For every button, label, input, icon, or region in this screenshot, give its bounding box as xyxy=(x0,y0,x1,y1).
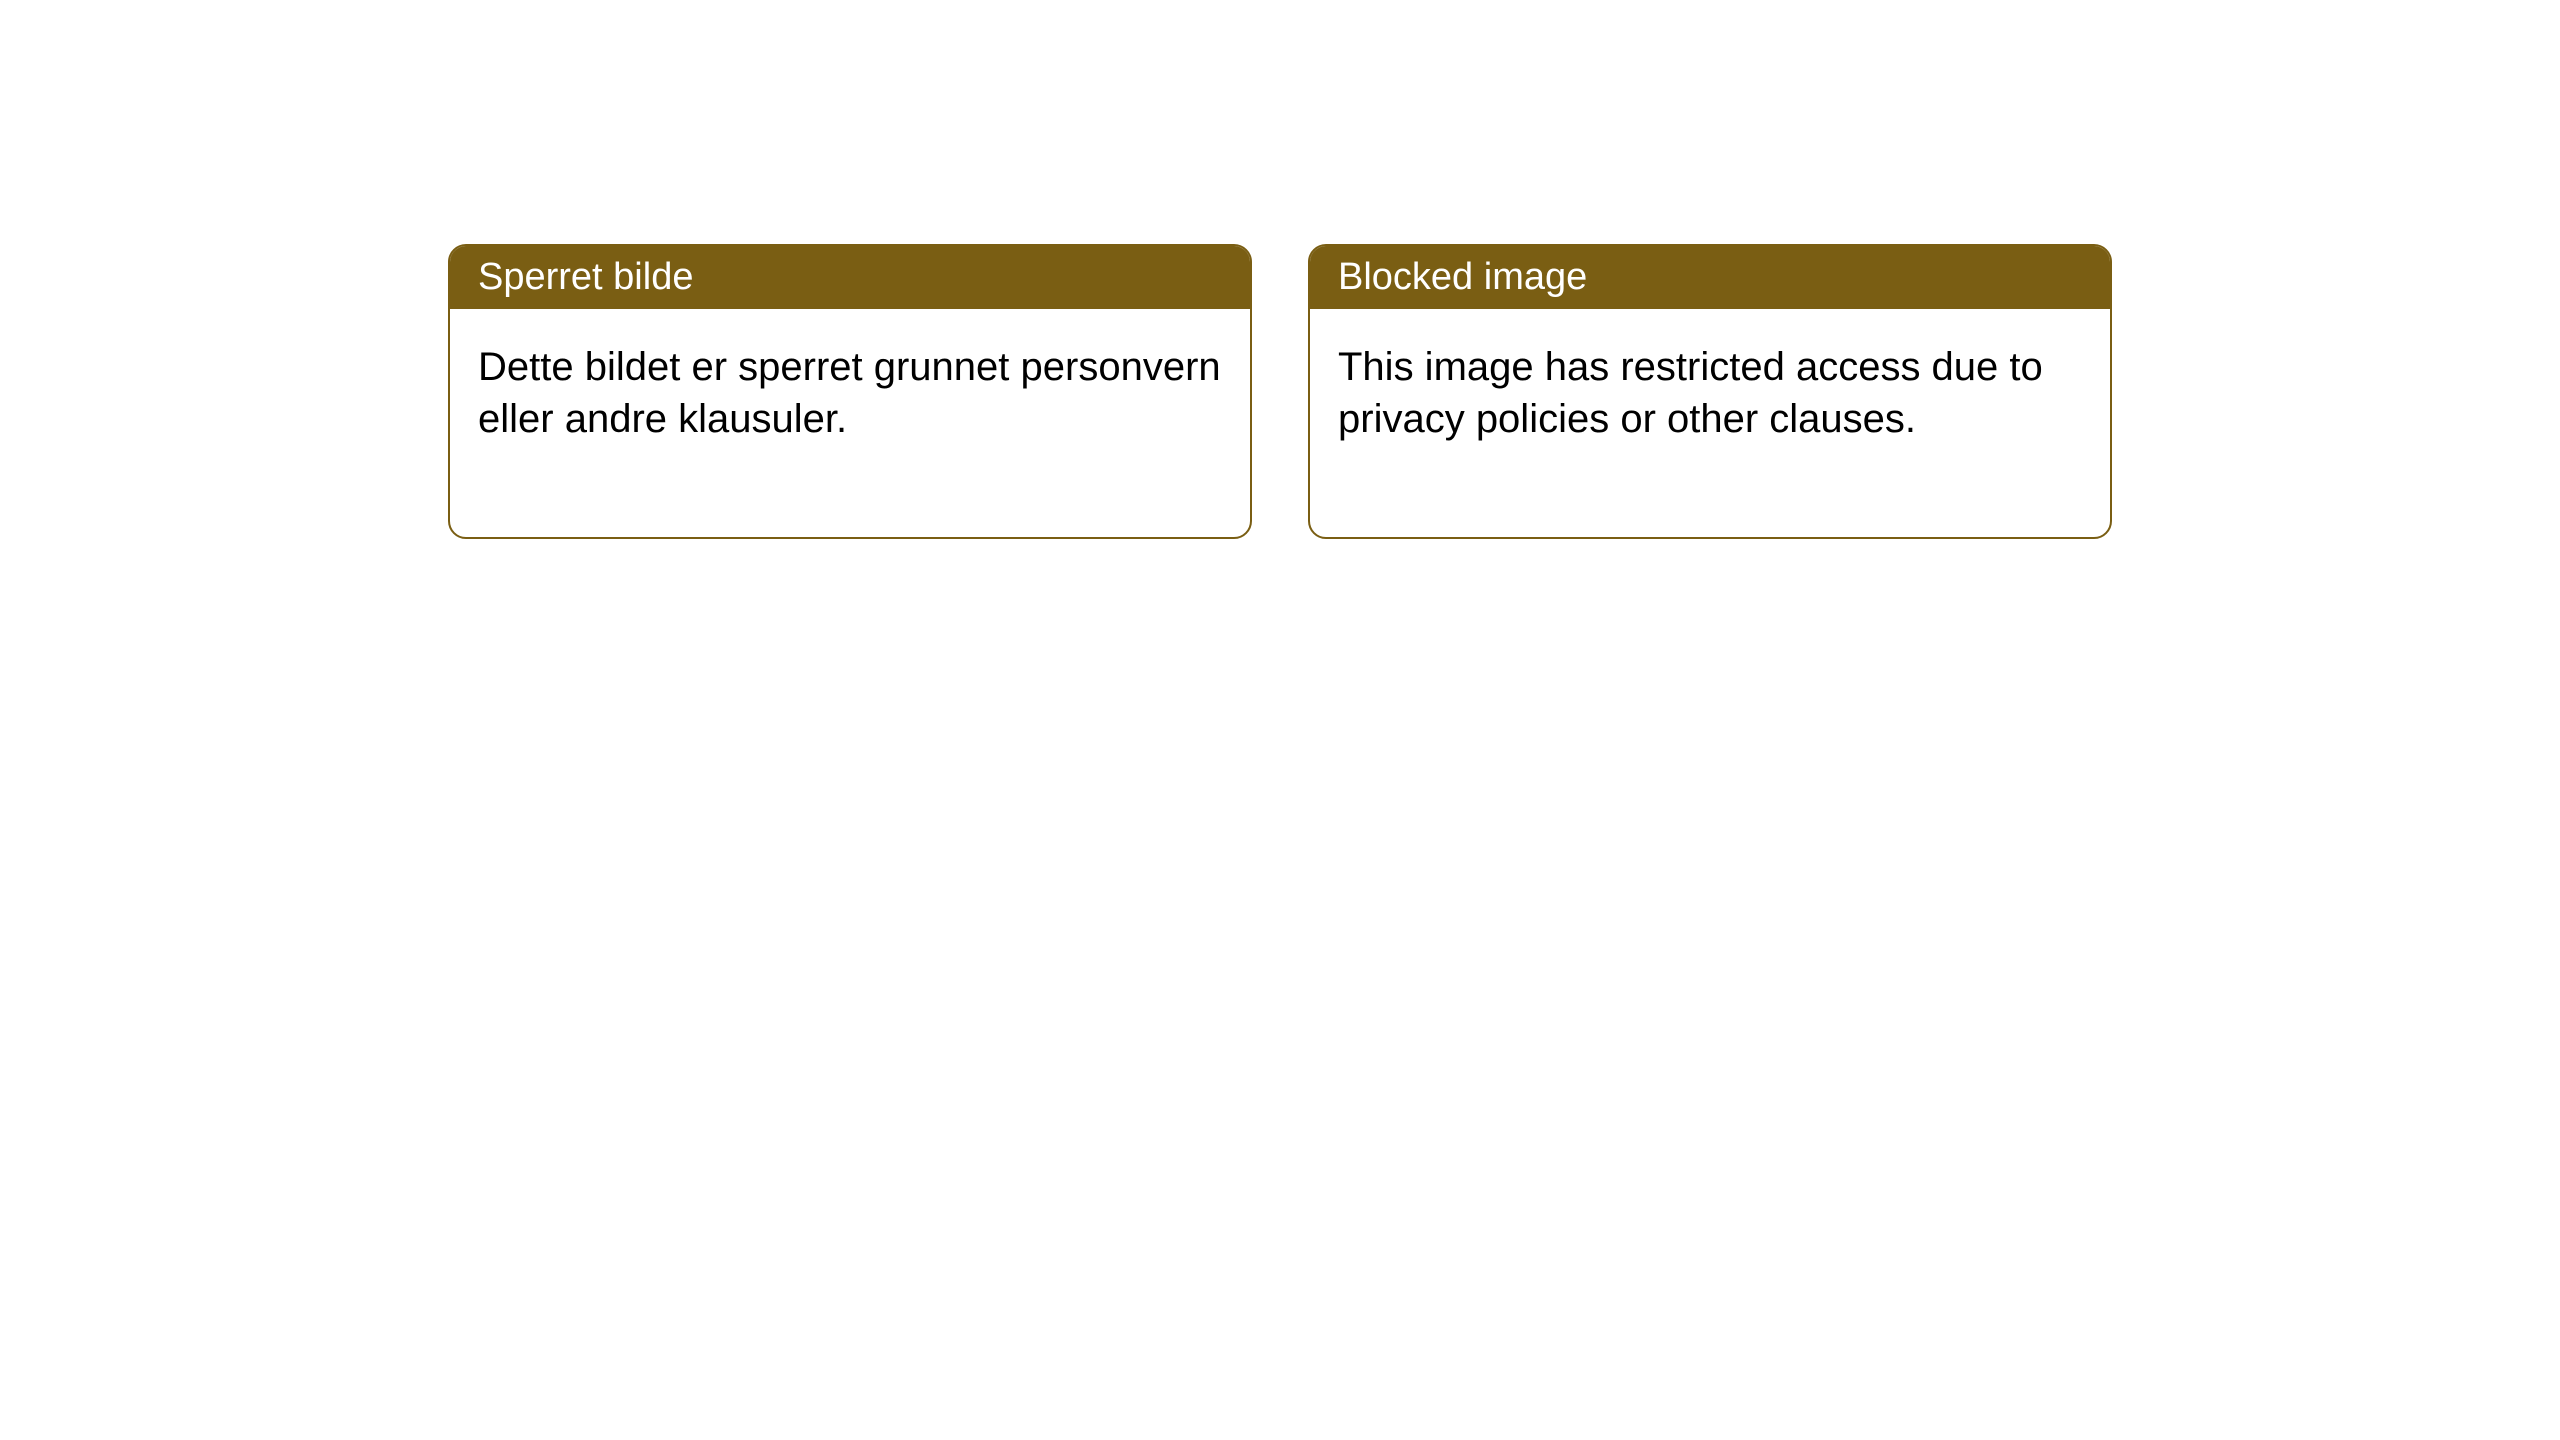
card-body-text: Dette bildet er sperret grunnet personve… xyxy=(478,345,1221,441)
notice-card-norwegian: Sperret bilde Dette bildet er sperret gr… xyxy=(448,244,1252,539)
card-title: Blocked image xyxy=(1338,256,1587,298)
card-body-text: This image has restricted access due to … xyxy=(1338,345,2043,441)
card-title: Sperret bilde xyxy=(478,256,693,298)
notice-card-english: Blocked image This image has restricted … xyxy=(1308,244,2112,539)
card-header: Sperret bilde xyxy=(450,246,1250,309)
notice-container: Sperret bilde Dette bildet er sperret gr… xyxy=(448,244,2112,539)
card-body: Dette bildet er sperret grunnet personve… xyxy=(450,309,1250,537)
card-body: This image has restricted access due to … xyxy=(1310,309,2110,537)
card-header: Blocked image xyxy=(1310,246,2110,309)
